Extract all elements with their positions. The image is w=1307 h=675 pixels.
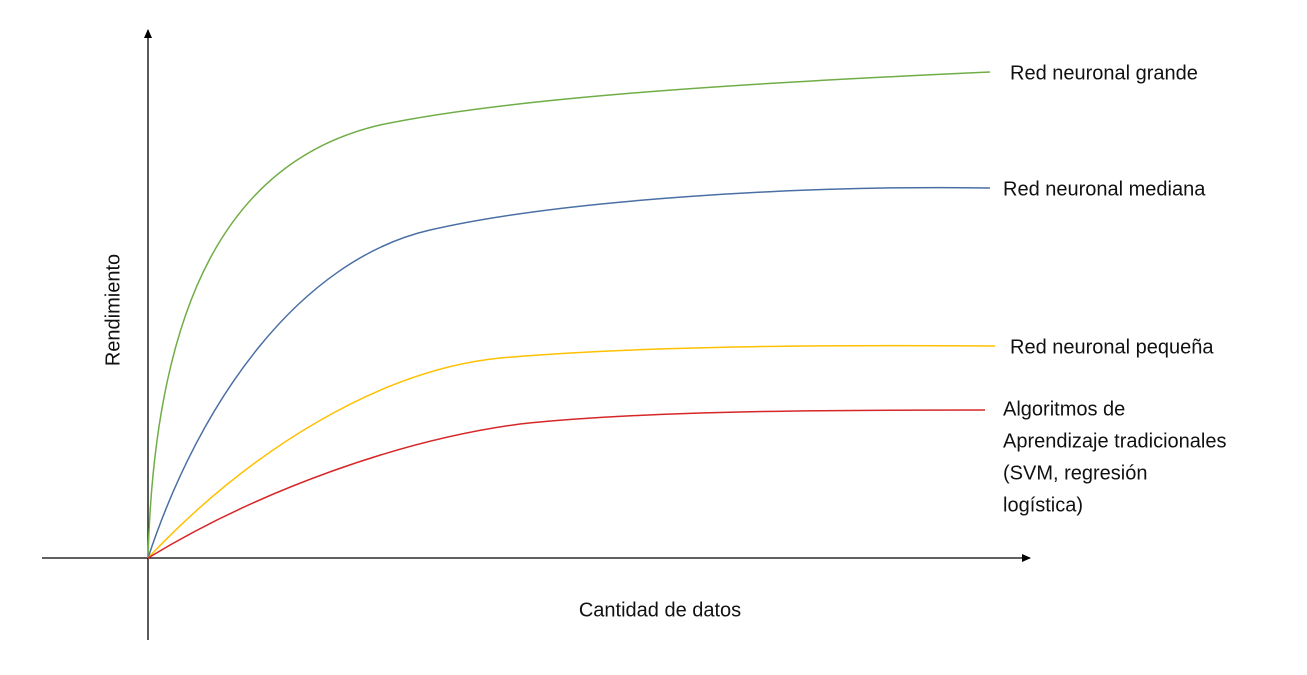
curve-medium [147,186,991,559]
curve-label: Red neuronal grande [1010,62,1198,84]
curve-large [147,71,991,559]
curve-label: Algoritmos de [1003,398,1125,420]
curve-traditional [147,409,986,559]
curve-label: logística) [1003,494,1083,516]
y-axis-label: Rendimiento [102,254,124,366]
curve-label: Aprendizaje tradicionales [1003,430,1226,452]
curve-label: Red neuronal mediana [1003,178,1206,200]
x-axis-label: Cantidad de datos [579,599,741,621]
curve-label: (SVM, regresión [1003,462,1148,484]
curve-label: Red neuronal pequeña [1010,336,1214,358]
curve-small [147,344,996,559]
